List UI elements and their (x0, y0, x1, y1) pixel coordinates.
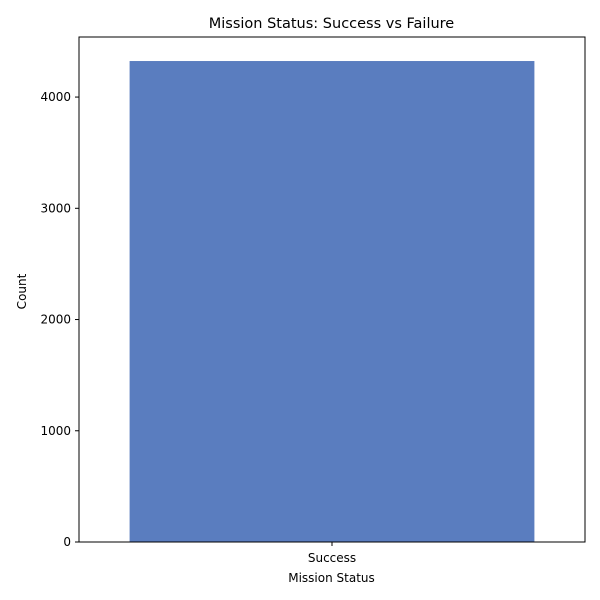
x-axis-label: Mission Status (288, 571, 375, 585)
x-axis: Success (308, 542, 356, 565)
y-tick-label: 3000 (40, 201, 71, 215)
y-tick-label: 2000 (40, 313, 71, 327)
y-axis: 0 1000 2000 3000 4000 (40, 90, 79, 549)
y-axis-label: Count (15, 273, 29, 309)
x-tick-label: Success (308, 551, 356, 565)
bar-success (129, 61, 535, 543)
y-tick-label: 0 (63, 535, 71, 549)
y-tick-label: 4000 (40, 90, 71, 104)
y-tick-label: 1000 (40, 424, 71, 438)
plot-area (129, 61, 535, 543)
chart-title: Mission Status: Success vs Failure (209, 16, 455, 32)
